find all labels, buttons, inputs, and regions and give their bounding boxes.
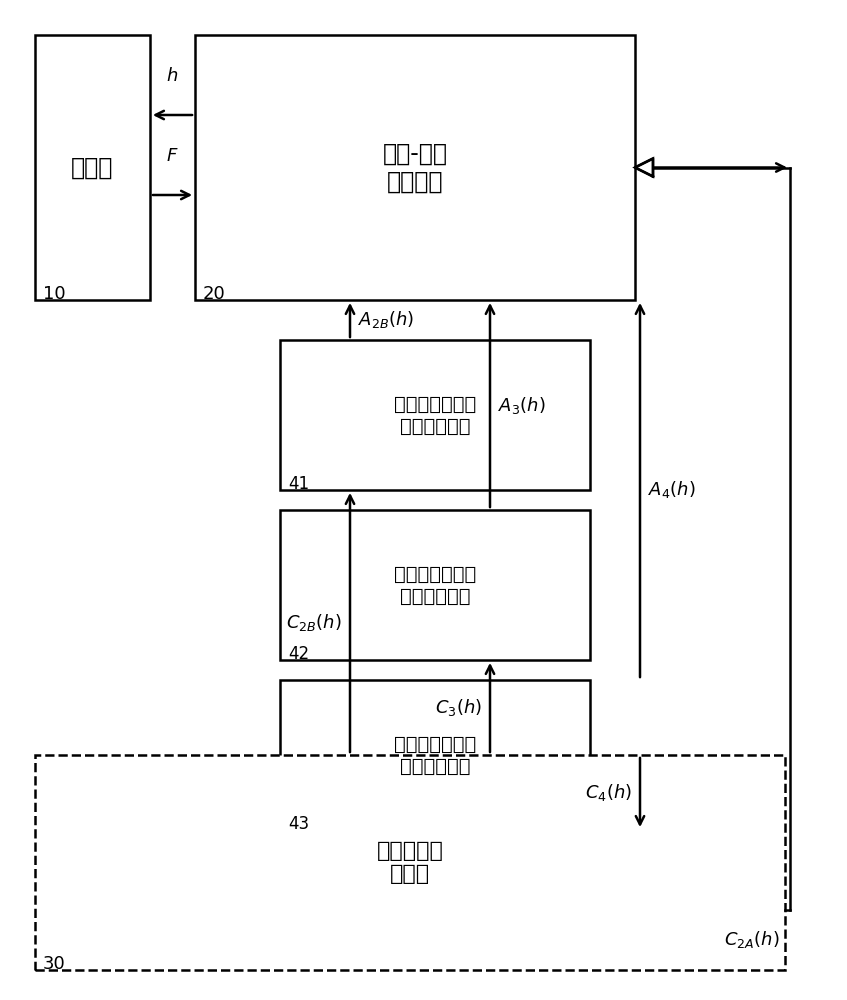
Bar xyxy=(280,340,590,490)
Text: $A_{3}(h)$: $A_{3}(h)$ xyxy=(498,394,545,416)
Bar xyxy=(35,755,785,970)
Text: 20: 20 xyxy=(203,285,226,303)
Text: $C_{2A}(h)$: $C_{2A}(h)$ xyxy=(724,930,780,950)
Text: 30: 30 xyxy=(43,955,66,973)
Text: $C_{4}(h)$: $C_{4}(h)$ xyxy=(585,782,632,803)
Bar xyxy=(195,35,635,300)
Text: $C_{3}(h)$: $C_{3}(h)$ xyxy=(435,697,482,718)
Text: 43: 43 xyxy=(288,815,309,833)
Bar xyxy=(280,510,590,660)
Polygon shape xyxy=(635,158,653,176)
Text: 电容-液位
转换模块: 电容-液位 转换模块 xyxy=(383,142,447,193)
Text: 上位机: 上位机 xyxy=(71,155,113,180)
Text: 第三路引线电容
干扰消除模块: 第三路引线电容 干扰消除模块 xyxy=(394,734,476,776)
Text: $h$: $h$ xyxy=(166,67,179,85)
Text: $A_{4}(h)$: $A_{4}(h)$ xyxy=(648,480,695,500)
Text: 41: 41 xyxy=(288,475,309,493)
Text: 第二路引线电容
干扰消除模块: 第二路引线电容 干扰消除模块 xyxy=(394,564,476,605)
Text: $F$: $F$ xyxy=(166,147,179,165)
Text: 42: 42 xyxy=(288,645,309,663)
Text: $A_{2B}(h)$: $A_{2B}(h)$ xyxy=(358,310,414,330)
Text: 10: 10 xyxy=(43,285,65,303)
Text: $C_{2B}(h)$: $C_{2B}(h)$ xyxy=(286,612,342,633)
Bar xyxy=(280,680,590,830)
Bar xyxy=(35,35,150,300)
Text: 电容式液位
传感器: 电容式液位 传感器 xyxy=(377,841,444,884)
Text: 第一路引线电容
干扰消除模块: 第一路引线电容 干扰消除模块 xyxy=(394,394,476,436)
